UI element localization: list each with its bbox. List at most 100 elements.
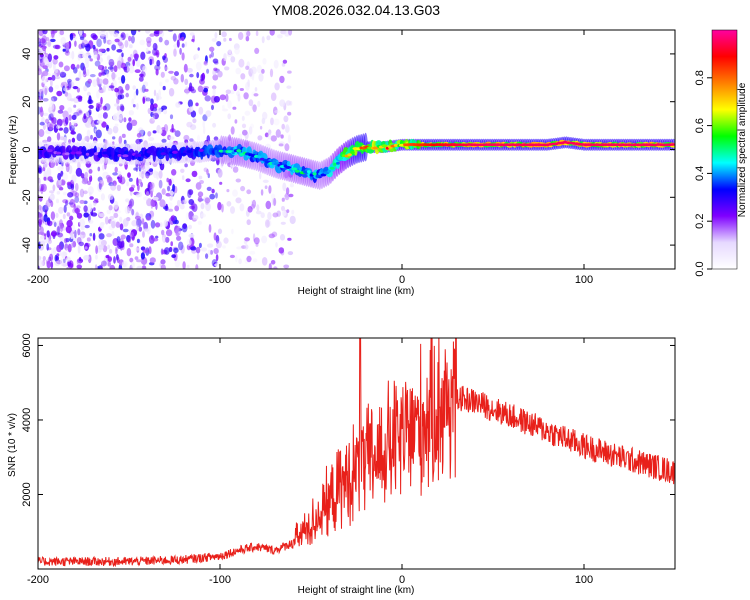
spectrogram-noise-mark <box>130 35 135 44</box>
spectrogram-noise-mark <box>139 73 144 78</box>
spectrogram-noise-mark <box>190 246 197 251</box>
spectrogram-noise-mark <box>67 107 72 114</box>
spectrogram-noise-mark <box>111 44 116 51</box>
spectrogram-noise-mark <box>79 199 85 204</box>
spectrogram-noise-mark <box>145 47 149 53</box>
spectrogram-noise-mark <box>248 99 254 107</box>
spectrogram-noise-mark <box>149 257 156 264</box>
spectrogram-noise-mark <box>88 203 93 213</box>
spectrogram-noise-mark <box>50 79 53 87</box>
spectrogram-noise-mark <box>72 86 79 90</box>
spectrogram-noise-mark <box>47 77 53 81</box>
spectrogram-noise-mark <box>56 223 61 231</box>
spectrogram-noise-mark <box>164 205 169 211</box>
spectrogram-noise-mark <box>150 182 155 189</box>
spectrogram-noise-mark <box>257 100 261 108</box>
spectrogram-noise-mark <box>185 178 191 183</box>
spectrogram-y-axis-title: Frequency (Hz) <box>8 116 19 185</box>
colorbar: 0.0 0.2 0.4 0.6 0.8 Normalized spectral ampl… <box>694 29 748 277</box>
spectrogram-noise-mark <box>86 237 91 242</box>
spectrogram-noise-mark <box>252 104 257 113</box>
spectrogram-noise-mark <box>84 246 88 250</box>
spectrogram-x-axis-title: Height of straight line (km) <box>298 286 415 297</box>
spectrogram-noise-mark <box>89 58 93 62</box>
spectrogram-noise-mark <box>54 44 61 50</box>
spectrogram-noise-mark <box>232 166 239 173</box>
spectrogram-noise-mark <box>81 42 85 49</box>
spectrogram-noise-mark <box>109 216 115 220</box>
spectrogram-noise-mark <box>57 109 64 114</box>
spectrogram-noise-mark <box>104 103 111 111</box>
snr-y-axis-title: SNR (10 * v/v) <box>7 413 18 477</box>
spectrogram-noise-mark <box>180 245 185 254</box>
spectrogram-noise-mark <box>163 220 167 228</box>
spectrogram-noise-mark <box>150 58 155 65</box>
spectrogram-noise-mark <box>140 252 145 260</box>
spectrogram-noise-mark <box>44 87 48 96</box>
spectrogram-ridge-core <box>294 169 300 173</box>
spectrogram-noise-mark <box>84 57 90 64</box>
spectrogram-noise-mark <box>161 138 167 143</box>
spectrogram-noise-mark <box>188 233 195 238</box>
spectrogram-noise-mark <box>82 53 89 59</box>
spectrogram-noise-mark <box>234 119 238 124</box>
spectrogram-ridge-core <box>372 146 379 150</box>
spectrogram-noise-mark <box>63 65 70 72</box>
spectrogram-noise-mark <box>76 133 83 142</box>
spectrogram-noise-mark <box>273 59 279 69</box>
spectrogram-ridge-core <box>122 154 129 158</box>
spectrogram-noise-mark <box>185 212 190 222</box>
spectrogram-noise-mark <box>109 40 116 44</box>
spectrogram-noise-mark <box>38 213 43 218</box>
spectrogram-ridge-core <box>172 150 178 154</box>
spectrogram-noise-mark <box>43 176 47 181</box>
spectrogram-noise-mark <box>40 183 47 192</box>
spectrogram-noise-mark <box>253 237 260 245</box>
spectrogram-noise-mark <box>140 51 146 60</box>
spectrogram-noise-mark <box>76 212 83 219</box>
spectrogram-noise-mark <box>246 189 252 195</box>
spectrogram-noise-mark <box>147 131 152 137</box>
spectrogram-noise-mark <box>38 167 42 173</box>
spectrogram-noise-mark <box>59 71 65 78</box>
spectrogram-noise-mark <box>43 214 48 223</box>
colorbar-tick-label: 0.0 <box>694 261 706 276</box>
spectrogram-noise-mark <box>128 44 133 49</box>
spectrogram-noise-mark <box>42 65 48 70</box>
spectrogram-noise-mark <box>210 51 214 58</box>
spectrogram-noise-mark <box>223 53 227 62</box>
spectrogram-noise-mark <box>100 68 106 75</box>
spectrogram-noise-mark <box>38 52 44 61</box>
spectrogram-noise-mark <box>116 170 122 177</box>
colorbar-tick-label: 0.8 <box>694 70 706 85</box>
spectrogram-noise-mark <box>135 259 143 263</box>
spectrogram-noise-mark <box>122 228 129 233</box>
spectrogram-noise-mark <box>104 216 109 225</box>
spectrogram-noise-mark <box>40 206 44 214</box>
spectrogram-noise-mark <box>275 242 278 248</box>
spectrogram-noise-mark <box>54 68 59 74</box>
spectrogram-noise-mark <box>38 96 42 101</box>
colorbar-label: Normalized spectral amplitude <box>737 82 748 217</box>
spectrogram-noise-mark <box>43 170 47 179</box>
spectrogram-noise-mark <box>150 219 156 229</box>
spectrogram-noise-mark <box>134 247 141 251</box>
spectrogram-noise-mark <box>222 245 226 249</box>
spectrogram-noise-mark <box>170 76 177 81</box>
spectrogram-noise-mark <box>88 55 92 59</box>
spectrogram-noise-mark <box>262 58 267 65</box>
spectrogram-noise-mark <box>280 221 286 225</box>
spectrogram-noise-mark <box>270 92 277 101</box>
spectrogram-noise-mark <box>158 36 163 43</box>
spectrogram-noise-mark <box>42 85 49 95</box>
spectrogram-noise-mark <box>204 95 211 102</box>
spectrogram-noise-mark <box>42 70 49 77</box>
spectrogram-noise-mark <box>182 261 186 269</box>
spectrogram-noise-mark <box>264 185 268 189</box>
spectrogram-noise-mark <box>150 111 154 118</box>
spectrogram-noise-mark <box>286 85 292 89</box>
spectrogram-noise-mark <box>235 67 241 75</box>
spectrogram-noise-mark <box>179 47 182 55</box>
spectrogram-noise-mark <box>260 212 265 219</box>
spectrogram-noise-mark <box>281 197 285 202</box>
